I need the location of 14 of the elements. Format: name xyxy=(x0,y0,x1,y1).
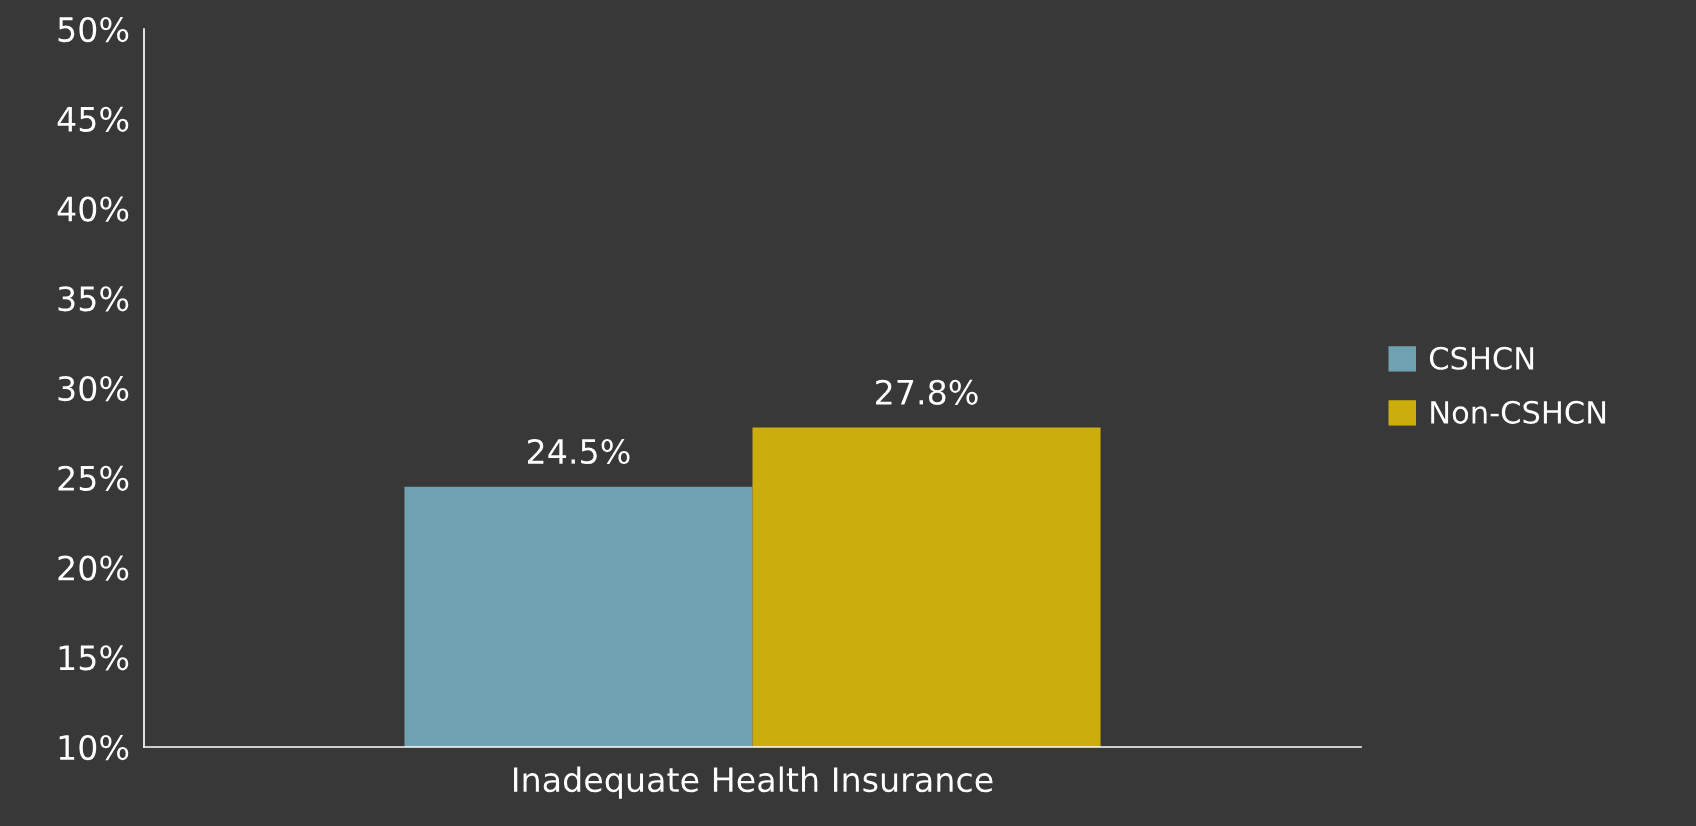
y-tick-label: 40% xyxy=(57,196,129,222)
y-tick-label: 15% xyxy=(59,645,129,671)
y-tick-label: 10% xyxy=(59,734,129,761)
y-tick-label: 25% xyxy=(58,465,129,491)
x-tick-label: Inadequate Health Insurance xyxy=(514,766,993,799)
y-tick-label: 30% xyxy=(58,375,129,402)
data-label: 24.5% xyxy=(527,438,630,465)
y-tick-label: 45% xyxy=(57,106,129,132)
legend-label: CSHCN xyxy=(1429,346,1534,370)
y-tick-label: 35% xyxy=(58,286,129,312)
data-label: 27.8% xyxy=(876,379,978,405)
y-tick-label: 20% xyxy=(58,555,129,581)
y-tick-label: 50% xyxy=(58,16,129,43)
legend-label: Non-CSHCN xyxy=(1431,400,1606,424)
